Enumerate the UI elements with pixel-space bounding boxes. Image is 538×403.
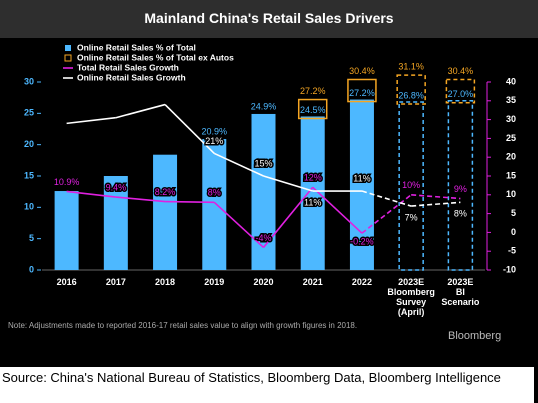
line-segment — [262, 186, 314, 248]
box-label: 31.1% — [398, 61, 424, 71]
line-label: 11% — [304, 197, 321, 207]
bar — [54, 191, 79, 270]
line-segment — [66, 116, 116, 125]
y-tick-label: 30 — [24, 76, 34, 86]
bar — [300, 116, 325, 270]
line-label: 7% — [405, 212, 418, 222]
box-label: 27.2% — [300, 86, 326, 96]
line-label: 8% — [208, 188, 221, 198]
y2-tick-label: 0 — [511, 227, 516, 237]
x-tick-label: 2023E BI Scenario — [441, 277, 480, 307]
ex-autos-box — [347, 78, 377, 103]
y2-tick-label: 5 — [511, 208, 516, 218]
chart: Note: Adjustments made to reported 2016-… — [8, 42, 516, 342]
legend-label: Total Retail Sales Growth — [77, 62, 179, 72]
bar-label: 24.5% — [300, 105, 326, 115]
ex-autos-box — [396, 74, 426, 105]
bar — [202, 139, 227, 270]
line-segment — [411, 194, 461, 200]
x-tick-label: 2019 — [204, 277, 225, 287]
y-tick-label: 20 — [24, 139, 34, 149]
line-segment — [66, 190, 116, 198]
y-tick-label: 25 — [24, 108, 34, 118]
y2-tick-label: -10 — [503, 264, 516, 274]
y-tick-label: 10 — [24, 202, 34, 212]
y2-tick-label: -5 — [508, 246, 516, 256]
legend-swatch — [64, 54, 72, 62]
bar-label: 24.9% — [251, 101, 277, 111]
bar-label: 26.8% — [398, 90, 424, 100]
line-label: 15% — [254, 158, 272, 168]
y2-tick-label: 25 — [506, 133, 516, 143]
line-label: 9.4% — [106, 182, 127, 192]
line-segment — [411, 201, 461, 207]
logo: Bloomberg — [448, 330, 501, 342]
line-label: 10.9% — [54, 177, 80, 187]
y2-tick-label: 30 — [506, 114, 516, 124]
line-segment — [312, 186, 363, 234]
line-label: 11% — [353, 173, 370, 183]
y2-tick-label: 40 — [506, 76, 516, 86]
y2-tick-label: 10 — [506, 189, 516, 199]
bar — [447, 100, 474, 271]
line-label: 8% — [454, 209, 467, 219]
legend-label: Online Retail Sales % of Total ex Autos — [77, 52, 234, 62]
line-segment — [115, 196, 166, 203]
line-label: 21% — [205, 136, 223, 146]
bar-label: 20.9% — [202, 126, 228, 136]
line-segment — [213, 201, 265, 249]
y-tick-label: 15 — [24, 170, 34, 180]
bar — [103, 176, 128, 270]
bar — [251, 113, 276, 271]
box-label: 30.4% — [448, 66, 474, 76]
ex-autos-box — [297, 98, 328, 120]
bar-label: 27.0% — [448, 89, 474, 99]
line-segment — [361, 190, 412, 207]
line-segment — [115, 103, 166, 119]
line-segment — [165, 200, 215, 204]
bar-label: 27.2% — [349, 88, 375, 98]
source: Source: China's National Bureau of Stati… — [0, 367, 534, 403]
line-segment — [263, 175, 313, 192]
y2-tick-label: 35 — [506, 95, 516, 105]
x-tick-label: 2018 — [155, 277, 176, 287]
x-tick-label: 2017 — [105, 277, 126, 287]
line-label: 8.2% — [155, 187, 176, 197]
legend-label: Online Retail Sales Growth — [77, 72, 186, 82]
line-label: -4% — [255, 233, 271, 243]
box-label: 30.4% — [349, 66, 375, 76]
line-segment — [361, 194, 412, 234]
legend-label: Online Retail Sales % of Total — [77, 42, 196, 52]
bar — [398, 101, 424, 271]
bar — [349, 99, 374, 271]
line-segment — [213, 152, 264, 177]
chart-title: Mainland China's Retail Sales Drivers — [0, 0, 538, 38]
y-tick-label: 5 — [29, 233, 34, 243]
y2-tick-label: 15 — [506, 170, 516, 180]
bar — [153, 154, 178, 270]
x-tick-label: 2023E Bloomberg Survey (April) — [387, 277, 435, 317]
note: Note: Adjustments made to reported 2016-… — [8, 321, 357, 330]
x-tick-label: 2022 — [351, 277, 372, 287]
x-tick-label: 2020 — [253, 277, 274, 287]
line-segment — [164, 103, 215, 155]
ex-autos-box — [445, 78, 476, 104]
line-label: 9% — [454, 184, 467, 194]
legend-swatch — [65, 45, 71, 51]
x-tick-label: 2021 — [302, 277, 323, 287]
y2-tick-label: 20 — [506, 152, 516, 162]
line-label: 12% — [304, 173, 322, 183]
line-label: -0.2% — [350, 237, 374, 247]
y-tick-label: 0 — [29, 264, 34, 274]
x-tick-label: 2016 — [56, 277, 77, 287]
line-label: 10% — [402, 180, 420, 190]
